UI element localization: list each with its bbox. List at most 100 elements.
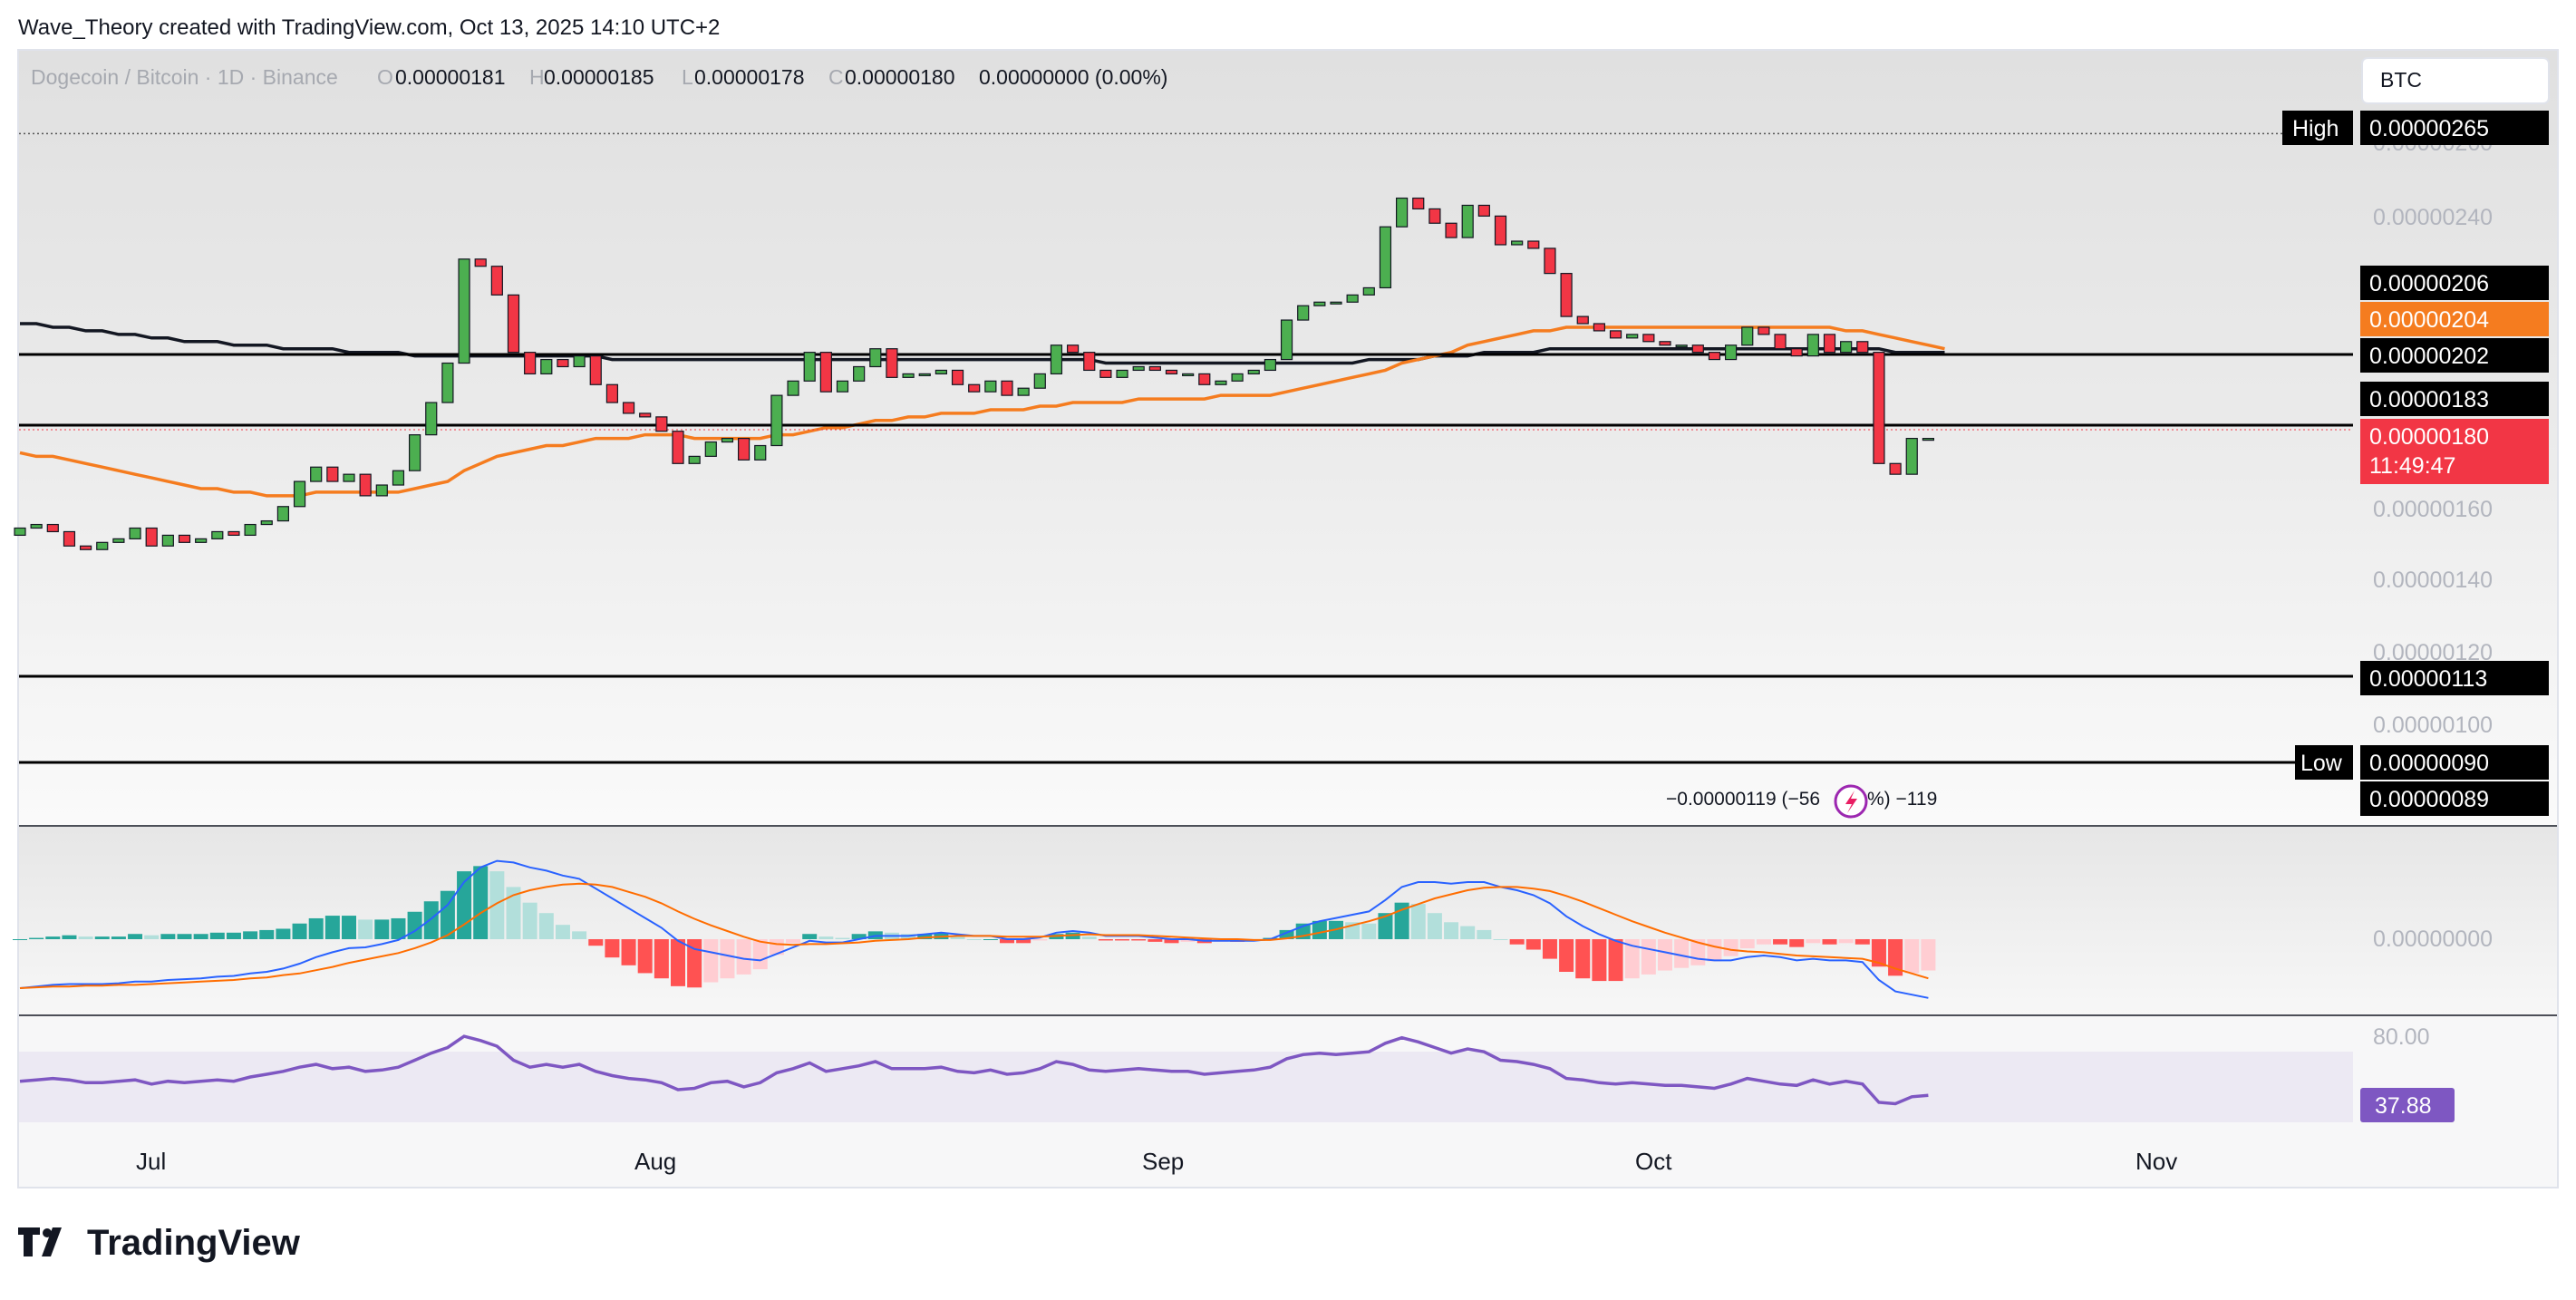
candle[interactable]	[951, 0, 964, 385]
candle[interactable]	[1576, 0, 1589, 325]
candle[interactable]	[1741, 0, 1754, 346]
candle[interactable]	[112, 0, 125, 543]
candle[interactable]	[14, 0, 26, 537]
candle[interactable]	[557, 0, 569, 368]
candle[interactable]	[1330, 0, 1342, 305]
candle[interactable]	[1148, 0, 1161, 372]
candle[interactable]	[902, 0, 915, 378]
candle[interactable]	[754, 0, 767, 461]
candle[interactable]	[63, 0, 76, 547]
candle[interactable]	[935, 0, 948, 374]
candle[interactable]	[490, 0, 503, 296]
candle[interactable]	[228, 0, 240, 537]
candle[interactable]	[721, 0, 734, 443]
candle[interactable]	[524, 0, 537, 374]
currency-box[interactable]	[2361, 57, 2550, 104]
candle[interactable]	[30, 0, 43, 529]
candle[interactable]	[1642, 0, 1655, 343]
candle[interactable]	[161, 0, 174, 547]
candle[interactable]	[195, 0, 208, 543]
candle[interactable]	[1724, 0, 1738, 361]
candle[interactable]	[787, 0, 799, 396]
measure-annotation[interactable]: −0.00000119 (−56 %) −119	[1666, 784, 1937, 819]
candle[interactable]	[507, 0, 520, 354]
candle[interactable]	[1231, 0, 1244, 382]
candle[interactable]	[1889, 0, 1902, 475]
candle[interactable]	[1066, 0, 1080, 354]
candle[interactable]	[1395, 0, 1409, 228]
candle[interactable]	[918, 0, 931, 376]
candle[interactable]	[1544, 0, 1556, 275]
candle[interactable]	[474, 0, 487, 267]
candle[interactable]	[836, 0, 849, 393]
candle[interactable]	[704, 0, 717, 457]
candle[interactable]	[1099, 0, 1112, 378]
candle[interactable]	[1264, 0, 1277, 372]
candle[interactable]	[1050, 0, 1063, 374]
candle[interactable]	[1873, 0, 1885, 464]
candle[interactable]	[1198, 0, 1211, 385]
candle[interactable]	[688, 0, 701, 464]
candle[interactable]	[1428, 0, 1441, 224]
candle[interactable]	[375, 0, 388, 497]
candle[interactable]	[1708, 0, 1721, 361]
candle[interactable]	[1659, 0, 1671, 346]
candle[interactable]	[1905, 0, 1918, 475]
candle[interactable]	[310, 0, 323, 482]
candle[interactable]	[1083, 0, 1096, 372]
candle[interactable]	[1346, 0, 1359, 303]
candle[interactable]	[441, 0, 454, 403]
candle[interactable]	[46, 0, 59, 533]
candle[interactable]	[869, 0, 882, 368]
candle[interactable]	[326, 0, 339, 482]
candle[interactable]	[1922, 0, 1934, 441]
candle[interactable]	[359, 0, 372, 497]
candle[interactable]	[1626, 0, 1639, 339]
candle[interactable]	[1247, 0, 1260, 374]
candle[interactable]	[343, 0, 355, 482]
candle[interactable]	[819, 0, 832, 393]
horizontal-levels[interactable]	[19, 132, 2353, 764]
candle[interactable]	[1593, 0, 1606, 332]
candle[interactable]	[1691, 0, 1704, 354]
candle[interactable]	[96, 0, 109, 550]
candle[interactable]	[458, 0, 470, 364]
candle[interactable]	[392, 0, 405, 486]
candle[interactable]	[1823, 0, 1836, 354]
candle[interactable]	[605, 0, 619, 403]
candle[interactable]	[1560, 0, 1573, 317]
candle[interactable]	[1215, 0, 1227, 385]
candle[interactable]	[1609, 0, 1622, 339]
candle[interactable]	[622, 0, 635, 414]
candle[interactable]	[672, 0, 684, 464]
candle[interactable]	[984, 0, 997, 393]
candle[interactable]	[886, 0, 898, 378]
candle[interactable]	[1001, 0, 1013, 396]
candle[interactable]	[1182, 0, 1195, 376]
candle[interactable]	[244, 0, 257, 537]
candle[interactable]	[1297, 0, 1310, 321]
candle[interactable]	[409, 0, 421, 471]
candles[interactable]	[14, 0, 1934, 550]
candle[interactable]	[1313, 0, 1326, 306]
candle[interactable]	[1806, 0, 1819, 357]
candle[interactable]	[1280, 0, 1293, 361]
time-axis[interactable]: Jul Aug Sep Oct Nov	[136, 1148, 2177, 1175]
candle[interactable]	[655, 0, 668, 432]
candle[interactable]	[589, 0, 602, 385]
candle[interactable]	[1116, 0, 1128, 378]
candle[interactable]	[178, 0, 191, 543]
candle[interactable]	[803, 0, 816, 382]
candle[interactable]	[1445, 0, 1457, 238]
candle[interactable]	[129, 0, 141, 539]
candle[interactable]	[573, 0, 586, 368]
main-pane[interactable]	[19, 51, 2557, 826]
candle[interactable]	[1511, 0, 1524, 246]
candle[interactable]	[425, 0, 438, 436]
candle[interactable]	[1494, 0, 1507, 246]
currency-selector[interactable]: BTC	[2361, 57, 2550, 104]
candle[interactable]	[1362, 0, 1375, 296]
candle[interactable]	[1379, 0, 1392, 289]
candle[interactable]	[1412, 0, 1425, 210]
candle[interactable]	[293, 0, 306, 508]
